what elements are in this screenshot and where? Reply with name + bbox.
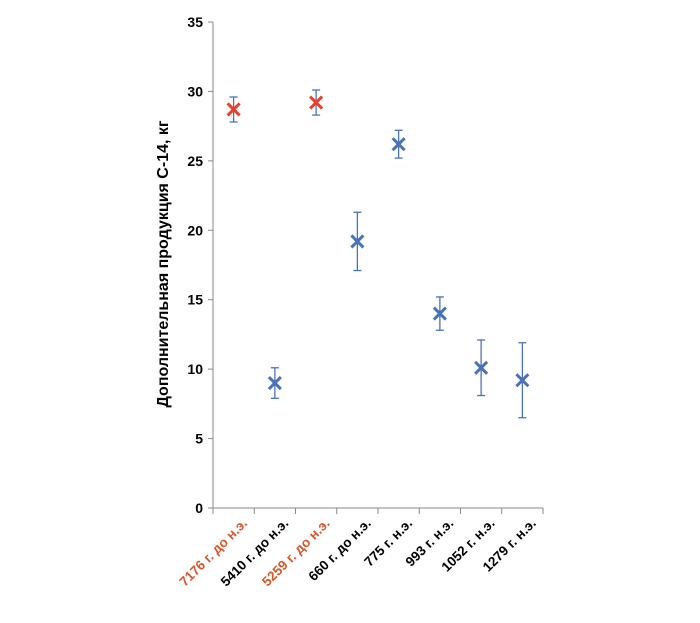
y-axis-label: Дополнительная продукция С-14, кг <box>155 120 172 407</box>
y-tick-label: 25 <box>187 153 203 169</box>
y-tick-label: 35 <box>187 14 203 30</box>
x-marker-stroke <box>432 306 447 321</box>
axes: 0 5 10 15 20 25 30 35 <box>187 14 544 516</box>
marks <box>226 89 530 419</box>
y-tick-label: 5 <box>195 431 203 447</box>
labels: 7176 г. до н.э.5410 г. до н.э.5259 г. до… <box>176 516 538 590</box>
y-tick-label: 10 <box>187 361 203 377</box>
data-point <box>515 342 530 419</box>
x-marker-stroke <box>391 137 406 152</box>
data-point <box>226 96 241 123</box>
x-marker-stroke <box>474 360 489 375</box>
data-point <box>267 367 282 399</box>
y-tick-label: 30 <box>187 83 203 99</box>
y-tick-label: 0 <box>195 500 203 516</box>
y-tick-label: 20 <box>187 222 203 238</box>
x-marker-stroke <box>226 102 241 117</box>
x-marker-stroke <box>309 95 324 110</box>
data-point <box>350 211 365 272</box>
y-tick-label: 15 <box>187 292 203 308</box>
data-point <box>391 129 406 159</box>
x-marker-stroke <box>515 373 530 388</box>
data-point <box>432 296 447 331</box>
x-marker-stroke <box>350 234 365 249</box>
data-point <box>474 339 489 397</box>
data-point <box>309 89 324 116</box>
x-marker-stroke <box>267 375 282 391</box>
